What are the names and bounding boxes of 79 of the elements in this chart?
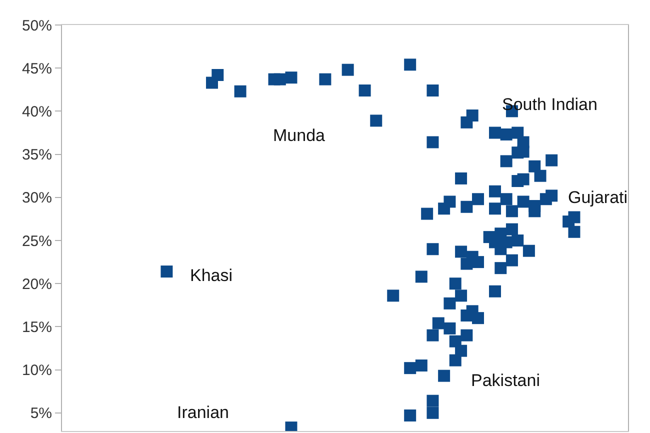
point xyxy=(444,297,456,310)
point xyxy=(370,114,382,127)
point xyxy=(426,406,439,419)
y-tick-label: 35% xyxy=(22,146,52,164)
point xyxy=(421,208,434,220)
point xyxy=(212,69,224,81)
y-tick-label: 15% xyxy=(22,318,52,336)
point xyxy=(455,246,468,258)
point xyxy=(534,170,546,182)
point xyxy=(319,73,332,86)
point xyxy=(455,344,468,357)
point xyxy=(494,262,507,274)
point xyxy=(358,84,371,97)
point xyxy=(488,185,501,198)
annotation: Gujarati xyxy=(568,188,628,207)
point xyxy=(500,236,512,248)
y-tick-label: 25% xyxy=(22,232,52,250)
point xyxy=(546,190,558,202)
point xyxy=(488,285,501,298)
annotation: Iranian xyxy=(177,403,229,422)
point xyxy=(438,370,450,382)
point xyxy=(472,193,484,206)
point xyxy=(506,205,518,218)
point xyxy=(460,309,473,322)
point xyxy=(460,258,473,270)
point xyxy=(285,72,298,84)
annotation: Munda xyxy=(273,126,326,145)
point xyxy=(234,85,246,98)
point xyxy=(568,211,580,224)
point xyxy=(517,146,530,158)
annotation: South Indian xyxy=(502,95,598,114)
point xyxy=(449,278,462,290)
y-tick-label: 10% xyxy=(22,362,52,380)
point xyxy=(342,64,354,76)
point xyxy=(415,359,428,372)
point xyxy=(404,362,416,374)
point xyxy=(160,266,173,278)
y-tick-label: 40% xyxy=(22,103,52,120)
point xyxy=(426,136,439,148)
point xyxy=(404,58,416,71)
point xyxy=(506,223,518,236)
y-tick-label: 50% xyxy=(22,17,52,34)
point xyxy=(432,317,444,330)
point xyxy=(387,290,400,302)
point xyxy=(506,254,518,266)
point xyxy=(488,202,501,215)
point xyxy=(546,154,558,166)
point xyxy=(488,126,501,139)
y-tick-label: 20% xyxy=(22,276,52,293)
point xyxy=(517,173,530,186)
point xyxy=(460,329,473,342)
point xyxy=(517,196,530,208)
point xyxy=(444,196,456,208)
point xyxy=(472,256,484,268)
point xyxy=(512,234,524,246)
point xyxy=(472,312,484,324)
annotation: Khasi xyxy=(190,266,233,285)
point xyxy=(528,205,541,218)
point xyxy=(404,409,416,422)
point xyxy=(460,200,473,213)
point xyxy=(415,270,428,283)
point xyxy=(274,73,286,86)
point xyxy=(466,110,478,122)
point xyxy=(455,290,468,302)
point xyxy=(500,193,512,206)
point xyxy=(500,155,512,168)
point xyxy=(500,128,512,140)
point xyxy=(426,394,439,407)
y-tick-label: 45% xyxy=(22,60,52,78)
point xyxy=(455,172,468,184)
y-tick-label: 5% xyxy=(30,405,52,422)
point xyxy=(568,226,580,238)
annotation: Pakistani xyxy=(471,371,540,390)
y-tick-label: 30% xyxy=(22,190,52,207)
point xyxy=(444,322,456,334)
point xyxy=(522,244,535,257)
point xyxy=(426,84,439,97)
point xyxy=(426,329,439,342)
point xyxy=(426,243,439,256)
